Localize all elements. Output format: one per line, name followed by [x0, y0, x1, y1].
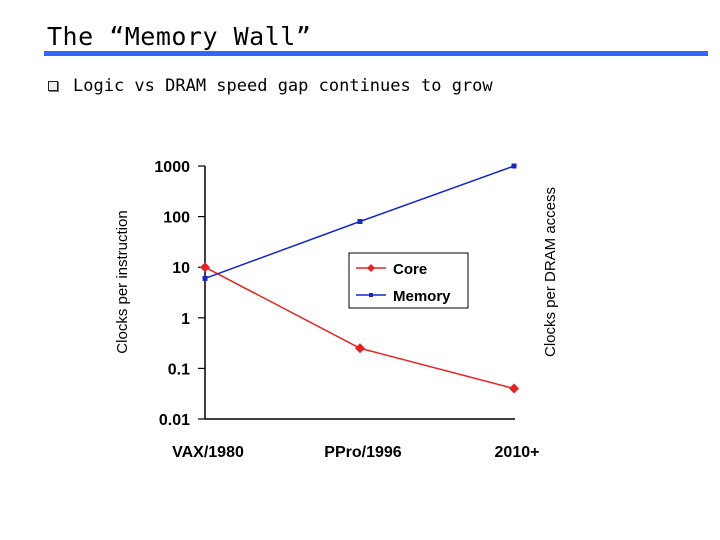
- y-tick-label: 100: [163, 210, 190, 227]
- y-axis-title-right: Clocks per DRAM access: [542, 187, 559, 357]
- y-axis-ticks: 1000 100 10 1 0.1 0.01: [154, 159, 205, 429]
- legend-core-diamond: [367, 264, 375, 272]
- memory-data-point: [511, 163, 517, 169]
- square-bullet-icon: [48, 81, 58, 91]
- y-axis-title-left: Clocks per instruction: [114, 210, 131, 353]
- x-axis-ticks: VAX/1980 PPro/1996 2010+: [172, 444, 539, 461]
- legend-core-label: Core: [393, 261, 427, 278]
- bullet-text: Logic vs DRAM speed gap continues to gro…: [73, 76, 493, 96]
- y-tick-label: 0.1: [168, 361, 190, 378]
- y-tick-label: 0.01: [159, 412, 190, 429]
- legend-box: [348, 252, 469, 309]
- core-data-point: [200, 262, 210, 273]
- x-tick-label: 2010+: [495, 444, 540, 461]
- x-tick-label: PPro/1996: [324, 444, 401, 461]
- y-tick-label: 1: [181, 311, 190, 328]
- legend-memory-label: Memory: [393, 288, 451, 305]
- y-tick-label: 1000: [154, 159, 190, 176]
- bullet-item: Logic vs DRAM speed gap continues to gro…: [48, 76, 493, 96]
- core-data-point: [509, 383, 519, 394]
- series-layer: [200, 163, 519, 394]
- slide-title: The “Memory Wall”: [47, 22, 312, 51]
- core-data-point: [355, 343, 365, 354]
- legend-memory-square: [369, 293, 373, 297]
- legend: Core Memory: [348, 252, 469, 309]
- x-tick-label: VAX/1980: [172, 444, 244, 461]
- y-tick-label: 10: [172, 260, 190, 277]
- title-underline: [44, 51, 708, 56]
- memory-data-point: [357, 219, 363, 225]
- memory-data-point: [202, 275, 208, 281]
